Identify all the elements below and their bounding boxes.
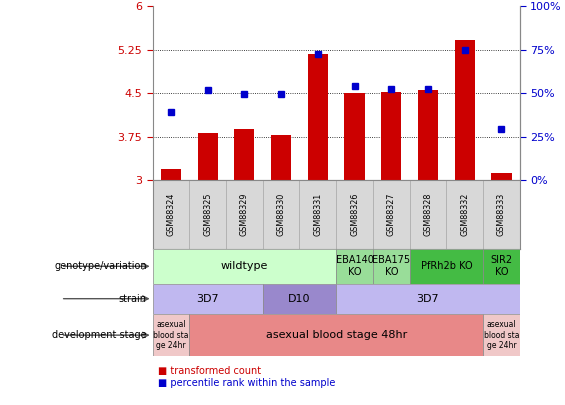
Text: GSM88333: GSM88333	[497, 193, 506, 236]
Bar	[234, 129, 254, 180]
Bar	[161, 168, 181, 180]
Text: asexual
blood sta
ge 24hr: asexual blood sta ge 24hr	[484, 320, 519, 350]
Text: ■ percentile rank within the sample: ■ percentile rank within the sample	[158, 378, 336, 388]
Text: GSM88330: GSM88330	[277, 193, 285, 236]
Text: 3D7: 3D7	[416, 294, 440, 304]
Bar	[263, 284, 336, 314]
Bar	[153, 284, 263, 314]
Bar	[410, 180, 446, 249]
Title: GDS2346 / PFE0895c: GDS2346 / PFE0895c	[255, 0, 417, 2]
Bar	[483, 314, 520, 356]
Bar	[381, 92, 401, 180]
Text: development stage: development stage	[53, 330, 147, 340]
Bar	[373, 180, 410, 249]
Text: GSM88331: GSM88331	[314, 193, 322, 236]
Bar	[373, 249, 410, 284]
Bar	[263, 180, 299, 249]
Text: strain: strain	[119, 294, 147, 304]
Text: GSM88328: GSM88328	[424, 193, 432, 237]
Text: wildtype: wildtype	[221, 261, 268, 271]
Bar	[492, 173, 511, 180]
Bar	[336, 284, 520, 314]
Text: D10: D10	[288, 294, 311, 304]
Text: GSM88327: GSM88327	[387, 193, 396, 237]
Text: GSM88325: GSM88325	[203, 193, 212, 237]
Bar	[189, 314, 483, 356]
Bar	[198, 132, 218, 180]
Bar	[418, 90, 438, 180]
Bar	[455, 40, 475, 180]
Bar	[446, 180, 483, 249]
Text: PfRh2b KO: PfRh2b KO	[420, 261, 472, 271]
Bar	[483, 249, 520, 284]
Bar	[153, 249, 336, 284]
Bar	[226, 180, 263, 249]
Text: asexual
blood sta
ge 24hr: asexual blood sta ge 24hr	[153, 320, 189, 350]
Text: GSM88324: GSM88324	[167, 193, 175, 237]
Text: GSM88326: GSM88326	[350, 193, 359, 237]
Bar	[153, 314, 189, 356]
Bar	[483, 180, 520, 249]
Bar	[336, 180, 373, 249]
Bar	[271, 135, 291, 180]
Bar	[410, 249, 483, 284]
Bar	[189, 180, 226, 249]
Text: GSM88332: GSM88332	[460, 193, 469, 237]
Text: 3D7: 3D7	[196, 294, 219, 304]
Bar	[308, 54, 328, 180]
Text: EBA140
KO: EBA140 KO	[336, 256, 373, 277]
Text: ■ transformed count: ■ transformed count	[158, 366, 262, 375]
Text: asexual blood stage 48hr: asexual blood stage 48hr	[266, 330, 407, 340]
Text: genotype/variation: genotype/variation	[54, 261, 147, 271]
Text: GSM88329: GSM88329	[240, 193, 249, 237]
Text: EBA175
KO: EBA175 KO	[372, 256, 410, 277]
Text: SIR2
KO: SIR2 KO	[490, 256, 512, 277]
Bar	[153, 180, 189, 249]
Bar	[336, 249, 373, 284]
Bar	[345, 93, 364, 180]
Bar	[299, 180, 336, 249]
